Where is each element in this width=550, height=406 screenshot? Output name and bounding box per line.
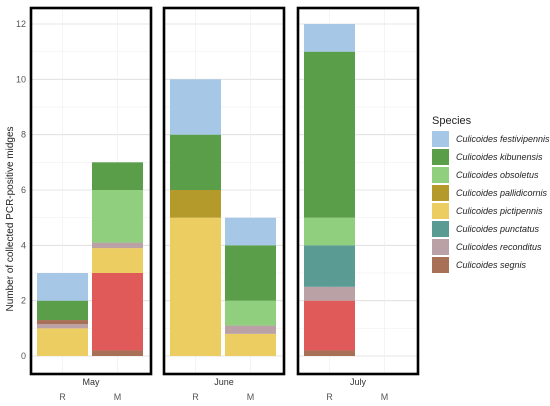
- y-tick-label: 6: [21, 185, 26, 195]
- facet-june: [162, 6, 286, 376]
- bar-segment: [225, 245, 276, 301]
- legend-swatch: [432, 203, 449, 219]
- facet-may: [29, 6, 153, 376]
- x-tick-label: M: [247, 392, 255, 402]
- legend: Species Culicoides festivipennis Culicoid…: [432, 115, 550, 273]
- bar-segment: [304, 217, 355, 246]
- legend-label: Culicoides kibunensis: [456, 152, 543, 162]
- facet-frame: [162, 6, 286, 376]
- bar-segment: [92, 248, 143, 273]
- y-tick-label: 2: [21, 296, 26, 306]
- bar-segment: [92, 273, 143, 351]
- bar-segment: [37, 273, 88, 301]
- bar-segment: [37, 328, 88, 356]
- bar-segment: [304, 273, 355, 287]
- bar-segment: [225, 300, 276, 326]
- x-tick-label: R: [192, 392, 199, 402]
- x-tick-label: R: [326, 392, 333, 402]
- bar-segment: [304, 286, 355, 301]
- legend-title: Species: [432, 115, 472, 127]
- legend-swatch: [432, 185, 449, 201]
- x-tick-label: M: [114, 392, 122, 402]
- bar-segment: [170, 217, 221, 356]
- facet-frame: [296, 6, 420, 376]
- legend-label: Culicoides festivipennis: [456, 134, 550, 144]
- legend-swatch: [432, 257, 449, 273]
- legend-label: Culicoides pallidicornis: [456, 188, 548, 198]
- legend-label: Culicoides punctatus: [456, 224, 540, 234]
- legend-label: Culicoides segnis: [456, 260, 527, 270]
- bar-segment: [37, 324, 88, 329]
- legend-swatch: [432, 239, 449, 255]
- y-tick-label: 4: [21, 240, 26, 250]
- legend-swatch: [432, 131, 449, 147]
- bar-segment: [92, 190, 143, 243]
- bar-segment: [304, 300, 355, 351]
- bar-segment: [37, 300, 88, 321]
- legend-swatch: [432, 167, 449, 183]
- bar-segment: [304, 350, 355, 356]
- facet-frame: [29, 6, 153, 376]
- y-tick-label: 0: [21, 351, 26, 361]
- bar-segment: [92, 162, 143, 190]
- bar-segment: [225, 217, 276, 246]
- legend-swatch: [432, 149, 449, 165]
- y-tick-label: 8: [21, 130, 26, 140]
- bar-segment: [92, 350, 143, 356]
- bar-segment: [37, 320, 88, 325]
- bar-segment: [225, 325, 276, 334]
- legend-swatch: [432, 221, 449, 237]
- facet-label: May: [82, 377, 100, 387]
- facet-label: July: [350, 377, 367, 387]
- legend-label: Culicoides reconditus: [456, 242, 542, 252]
- x-tick-label: R: [59, 392, 66, 402]
- y-axis-title: Number of collected PCR-positive midges: [5, 126, 16, 311]
- bar-segment: [170, 134, 221, 190]
- bar-segment: [304, 51, 355, 218]
- facet-july: [296, 6, 420, 376]
- bar-segment: [92, 242, 143, 249]
- y-tick-label: 10: [16, 74, 26, 84]
- bar-segment: [170, 190, 221, 218]
- bar-segment: [170, 79, 221, 135]
- bar-segment: [225, 333, 276, 356]
- bar-segment: [304, 24, 355, 52]
- bar-segment: [304, 245, 355, 273]
- x-tick-label: M: [381, 392, 389, 402]
- facet-label: June: [214, 377, 234, 387]
- legend-label: Culicoides pictipennis: [456, 206, 543, 216]
- legend-label: Culicoides obsoletus: [456, 170, 539, 180]
- y-tick-label: 12: [16, 19, 26, 29]
